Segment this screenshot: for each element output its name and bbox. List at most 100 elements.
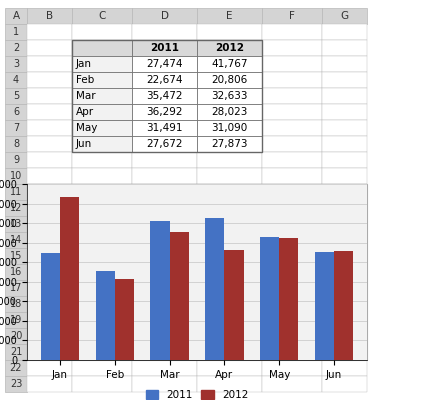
Text: 20,806: 20,806 [211,75,248,85]
Bar [322,120,367,136]
Bar [72,136,132,152]
Text: 16: 16 [10,267,22,277]
Bar [5,312,27,328]
Bar [27,24,72,40]
Bar [197,344,262,360]
Bar [262,168,322,184]
Bar [5,168,27,184]
Text: A: A [12,11,20,21]
Text: 3: 3 [13,59,19,69]
Bar [262,312,322,328]
Bar [132,168,197,184]
Bar [72,360,132,376]
Bar [262,200,322,216]
Bar [322,200,367,216]
Bar [322,136,367,152]
Bar [27,216,72,232]
Text: 36,292: 36,292 [146,107,183,117]
Bar [27,72,72,88]
Text: 6: 6 [13,107,19,117]
Bar [322,104,367,120]
Bar [27,184,72,200]
Bar [197,40,262,56]
Bar [322,40,367,56]
Bar [132,136,197,152]
Bar [132,248,197,264]
Bar [262,232,322,248]
Bar [27,120,72,136]
Bar [170,232,189,360]
Bar [197,72,262,88]
Text: 7: 7 [13,123,19,133]
Bar [322,280,367,296]
Bar [72,184,132,200]
Bar [132,72,197,88]
Bar [205,218,225,360]
Bar [132,8,197,24]
Bar [5,40,27,56]
Text: E: E [226,11,233,21]
Bar [5,72,27,88]
Bar [72,216,132,232]
Bar [72,88,132,104]
Bar [322,184,367,200]
Legend: 2011, 2012: 2011, 2012 [141,386,253,400]
Bar [5,136,27,152]
Bar [72,56,132,72]
Bar [132,120,197,136]
Bar [27,88,72,104]
Text: 2011: 2011 [150,43,179,53]
Bar [132,280,197,296]
Text: 1: 1 [13,27,19,37]
Bar [72,344,132,360]
Bar [5,296,27,312]
Bar [27,232,72,248]
Text: 20: 20 [10,331,22,341]
Bar [132,200,197,216]
Bar [27,184,367,360]
Bar [197,232,262,248]
Bar [197,72,262,88]
Bar [262,56,322,72]
Bar [72,120,132,136]
Bar [27,248,72,264]
Bar [132,120,197,136]
Bar [322,56,367,72]
Bar [197,152,262,168]
Text: D: D [161,11,169,21]
Bar [262,280,322,296]
Bar [72,24,132,40]
Bar [262,8,322,24]
Bar [197,88,262,104]
Text: 5: 5 [13,91,19,101]
Bar [5,8,27,24]
Text: 27,873: 27,873 [211,139,248,149]
Bar [262,184,322,200]
Bar [27,376,72,392]
Bar [197,24,262,40]
Bar [262,152,322,168]
Bar [132,232,197,248]
Bar [197,216,262,232]
Text: 15: 15 [10,251,22,261]
Text: 18: 18 [10,299,22,309]
Bar [27,344,72,360]
Text: 35,472: 35,472 [146,91,183,101]
Bar [132,88,197,104]
Text: 14: 14 [10,235,22,245]
Text: 27,672: 27,672 [146,139,183,149]
Bar [322,168,367,184]
Bar [27,360,72,376]
Text: C: C [98,11,106,21]
Bar [72,264,132,280]
Bar [132,24,197,40]
Bar [5,152,27,168]
Bar [72,104,132,120]
Bar [322,296,367,312]
Bar [72,136,132,152]
Text: 10: 10 [10,171,22,181]
Bar [197,8,262,24]
Bar [132,88,197,104]
Bar [27,280,72,296]
Bar [72,120,132,136]
